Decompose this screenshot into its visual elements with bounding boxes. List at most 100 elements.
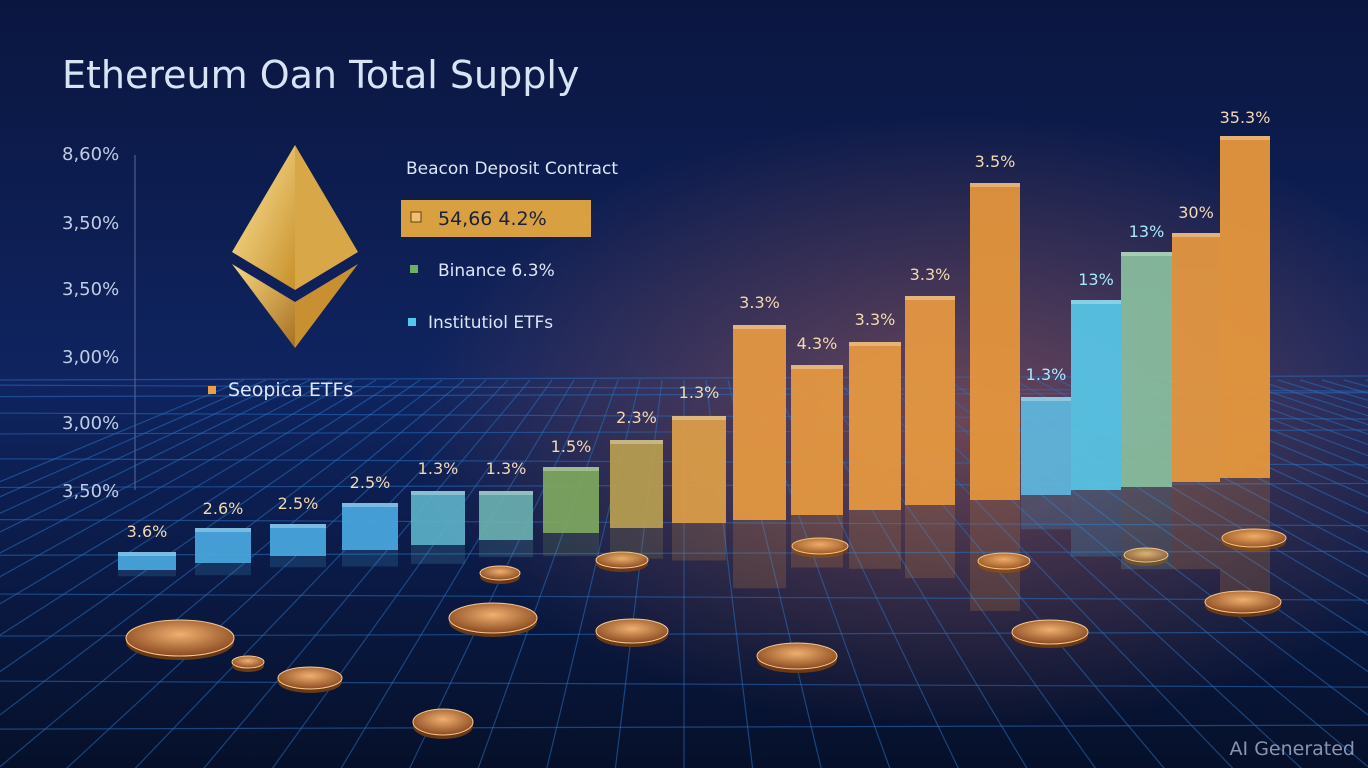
coin — [479, 565, 521, 581]
bar-top — [1021, 397, 1071, 401]
coin — [448, 602, 538, 634]
bar-reflection — [672, 523, 726, 561]
legend-heading: Beacon Deposit Contract — [406, 159, 618, 179]
legend-swatch — [410, 211, 422, 223]
bar-top — [849, 342, 901, 346]
bar-top — [195, 528, 251, 532]
bar-label: 35.3% — [1220, 108, 1271, 127]
bar-label: 3.3% — [855, 310, 896, 329]
bar-label: 30% — [1178, 203, 1214, 222]
bar-reflection — [342, 550, 398, 567]
grid-line — [0, 379, 289, 514]
coin — [231, 655, 265, 669]
bar-label: 1.3% — [418, 459, 459, 478]
coins — [125, 528, 1287, 739]
bar — [195, 528, 251, 563]
axis-labels: 8,60% 3,50% 3,50% 3,00% 3,00% 3,50% — [62, 144, 119, 502]
bar-label: 1.5% — [551, 437, 592, 456]
coin — [1221, 528, 1287, 548]
bars: 3.6% 2.6% 2.5% 2.5% 1.3% 1.3% 1.5% 2.3% 1.3% 3.3%… — [118, 108, 1270, 611]
grid-line — [271, 379, 553, 768]
grid-line — [1123, 379, 1368, 483]
bar-top — [118, 552, 176, 556]
bar-label: 2.5% — [350, 473, 391, 492]
bar-top — [791, 365, 843, 369]
axis-label: 3,00% — [62, 413, 119, 434]
bar-reflection — [543, 533, 599, 557]
axis-label: 3,00% — [62, 347, 119, 368]
grid-line — [0, 379, 465, 768]
bar-reflection — [1121, 487, 1172, 570]
bar-reflection — [1071, 490, 1121, 557]
legend-swatch — [408, 318, 416, 326]
legend-swatch — [410, 265, 418, 273]
legend-highlight: 54,66 4.2% — [438, 208, 547, 230]
grid-line — [340, 379, 575, 768]
legend-highlight-box — [401, 200, 591, 237]
bar-reflection — [411, 545, 465, 564]
grid-line — [0, 379, 355, 578]
legend-item: Binance 6.3% — [438, 261, 555, 281]
bar-reflection — [1021, 495, 1071, 530]
bar — [610, 440, 663, 528]
bar-label: 13% — [1129, 222, 1165, 241]
bar-label: 13% — [1078, 270, 1114, 289]
bar-label: 2.6% — [203, 499, 244, 518]
grid-line — [0, 379, 421, 673]
bar-reflection — [905, 505, 955, 579]
coin — [125, 619, 235, 657]
bar-reflection — [270, 556, 326, 568]
bar-reflection — [610, 528, 663, 559]
grid-line — [1145, 379, 1368, 469]
bar — [479, 491, 533, 540]
bar-top — [1220, 136, 1270, 140]
bar-label: 2.5% — [278, 494, 319, 513]
grid-line — [0, 379, 399, 636]
bar — [342, 503, 398, 550]
axis-label: 3,50% — [62, 213, 119, 234]
bar — [733, 325, 786, 520]
bar-reflection — [791, 515, 843, 568]
bar-label: 1.3% — [486, 459, 527, 478]
coin — [277, 666, 343, 690]
coin — [1123, 547, 1169, 563]
bar-reflection — [733, 520, 786, 589]
bar — [970, 183, 1020, 500]
bar-top — [610, 440, 663, 444]
bar-label: 3.3% — [739, 293, 780, 312]
axis-label: 8,60% — [62, 144, 119, 165]
bar-reflection — [479, 540, 533, 558]
coin — [756, 642, 838, 670]
bar-top — [672, 416, 726, 420]
bar-label: 1.3% — [1026, 365, 1067, 384]
bar — [1172, 233, 1220, 482]
bar — [1071, 300, 1121, 490]
coin — [1204, 590, 1282, 614]
bar — [1121, 252, 1172, 487]
coin — [412, 708, 474, 736]
title: Ethereum Oan Total Supply — [62, 53, 579, 97]
bar-top — [905, 296, 955, 300]
bar — [1021, 397, 1071, 495]
legend-swatch — [208, 386, 216, 394]
bar — [411, 491, 465, 545]
bar-top — [1071, 300, 1121, 304]
bar-reflection — [849, 510, 901, 569]
bar-top — [1172, 233, 1220, 237]
grid-line — [0, 379, 267, 498]
grid-line — [66, 379, 487, 768]
bar-reflection — [118, 570, 176, 577]
bar-top — [270, 524, 326, 528]
axis-label: 3,50% — [62, 481, 119, 502]
bar — [791, 365, 843, 515]
grid-line — [134, 379, 509, 768]
grid-line — [0, 379, 333, 554]
bar-reflection — [970, 500, 1020, 611]
bar — [672, 416, 726, 523]
coin — [977, 552, 1031, 570]
bar — [270, 524, 326, 556]
grid-line — [0, 379, 311, 533]
bar-reflection — [1220, 478, 1270, 598]
